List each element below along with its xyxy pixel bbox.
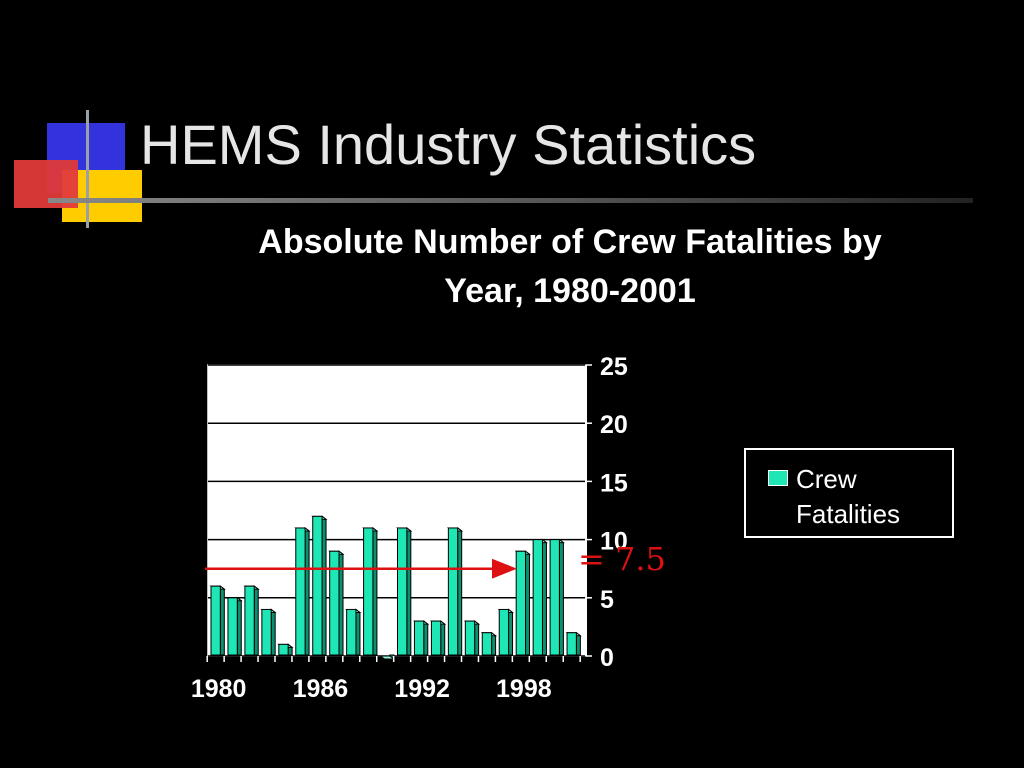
bar bbox=[447, 527, 459, 656]
bar-side bbox=[355, 608, 361, 656]
chart-legend: Crew Fatalities bbox=[744, 448, 954, 538]
bar-side bbox=[474, 620, 480, 656]
bar bbox=[413, 620, 425, 656]
bar bbox=[244, 585, 255, 656]
bar bbox=[295, 527, 306, 656]
bar-side bbox=[423, 620, 429, 656]
y-tick-label: 25 bbox=[600, 353, 628, 381]
x-tick-label: 1980 bbox=[191, 675, 247, 703]
slide-title: HEMS Industry Statistics bbox=[140, 113, 757, 176]
bar-side bbox=[321, 515, 327, 656]
bar bbox=[261, 608, 272, 656]
bar bbox=[363, 527, 374, 656]
y-tick-label: 10 bbox=[600, 528, 628, 556]
bar-side bbox=[457, 526, 463, 656]
bar-side bbox=[525, 550, 531, 656]
bar-side bbox=[270, 608, 276, 656]
bar-side bbox=[508, 608, 514, 656]
bar-side bbox=[440, 620, 446, 656]
bar bbox=[278, 643, 289, 656]
bar bbox=[515, 550, 527, 656]
bar-side bbox=[219, 585, 225, 656]
bar-side bbox=[304, 526, 310, 656]
bar bbox=[397, 527, 408, 656]
bar-side bbox=[253, 585, 259, 656]
bar bbox=[549, 539, 560, 656]
bar-side bbox=[541, 538, 547, 656]
bar-side bbox=[406, 526, 412, 656]
bar-side bbox=[372, 526, 378, 656]
bar-side bbox=[558, 538, 564, 656]
bar bbox=[532, 539, 543, 656]
y-tick-label: 20 bbox=[600, 411, 628, 439]
bar bbox=[464, 620, 476, 656]
bar bbox=[566, 632, 577, 656]
bar bbox=[312, 515, 323, 656]
y-tick-label: 5 bbox=[600, 586, 614, 614]
x-tick-label: 1986 bbox=[293, 675, 349, 703]
y-tick-label: 15 bbox=[600, 469, 628, 497]
x-tick-label: 1992 bbox=[394, 675, 450, 703]
bar-side bbox=[236, 596, 242, 656]
legend-swatch bbox=[768, 470, 788, 486]
legend-label: Crew Fatalities bbox=[796, 464, 901, 529]
y-tick-label: 0 bbox=[600, 644, 614, 672]
bar bbox=[346, 608, 357, 656]
bar bbox=[210, 585, 221, 656]
bar bbox=[481, 632, 493, 656]
bar bbox=[430, 620, 442, 656]
bar bbox=[227, 597, 238, 656]
bar bbox=[329, 550, 340, 656]
x-tick-label: 1998 bbox=[496, 675, 552, 703]
title-underline bbox=[48, 198, 973, 203]
bar-side bbox=[338, 550, 344, 656]
mean-line-label: = 7.5 bbox=[578, 540, 666, 578]
chart-title: Absolute Number of Crew Fatalities by Ye… bbox=[258, 223, 882, 310]
decor-vertical-line bbox=[86, 110, 89, 228]
bar bbox=[498, 608, 510, 656]
